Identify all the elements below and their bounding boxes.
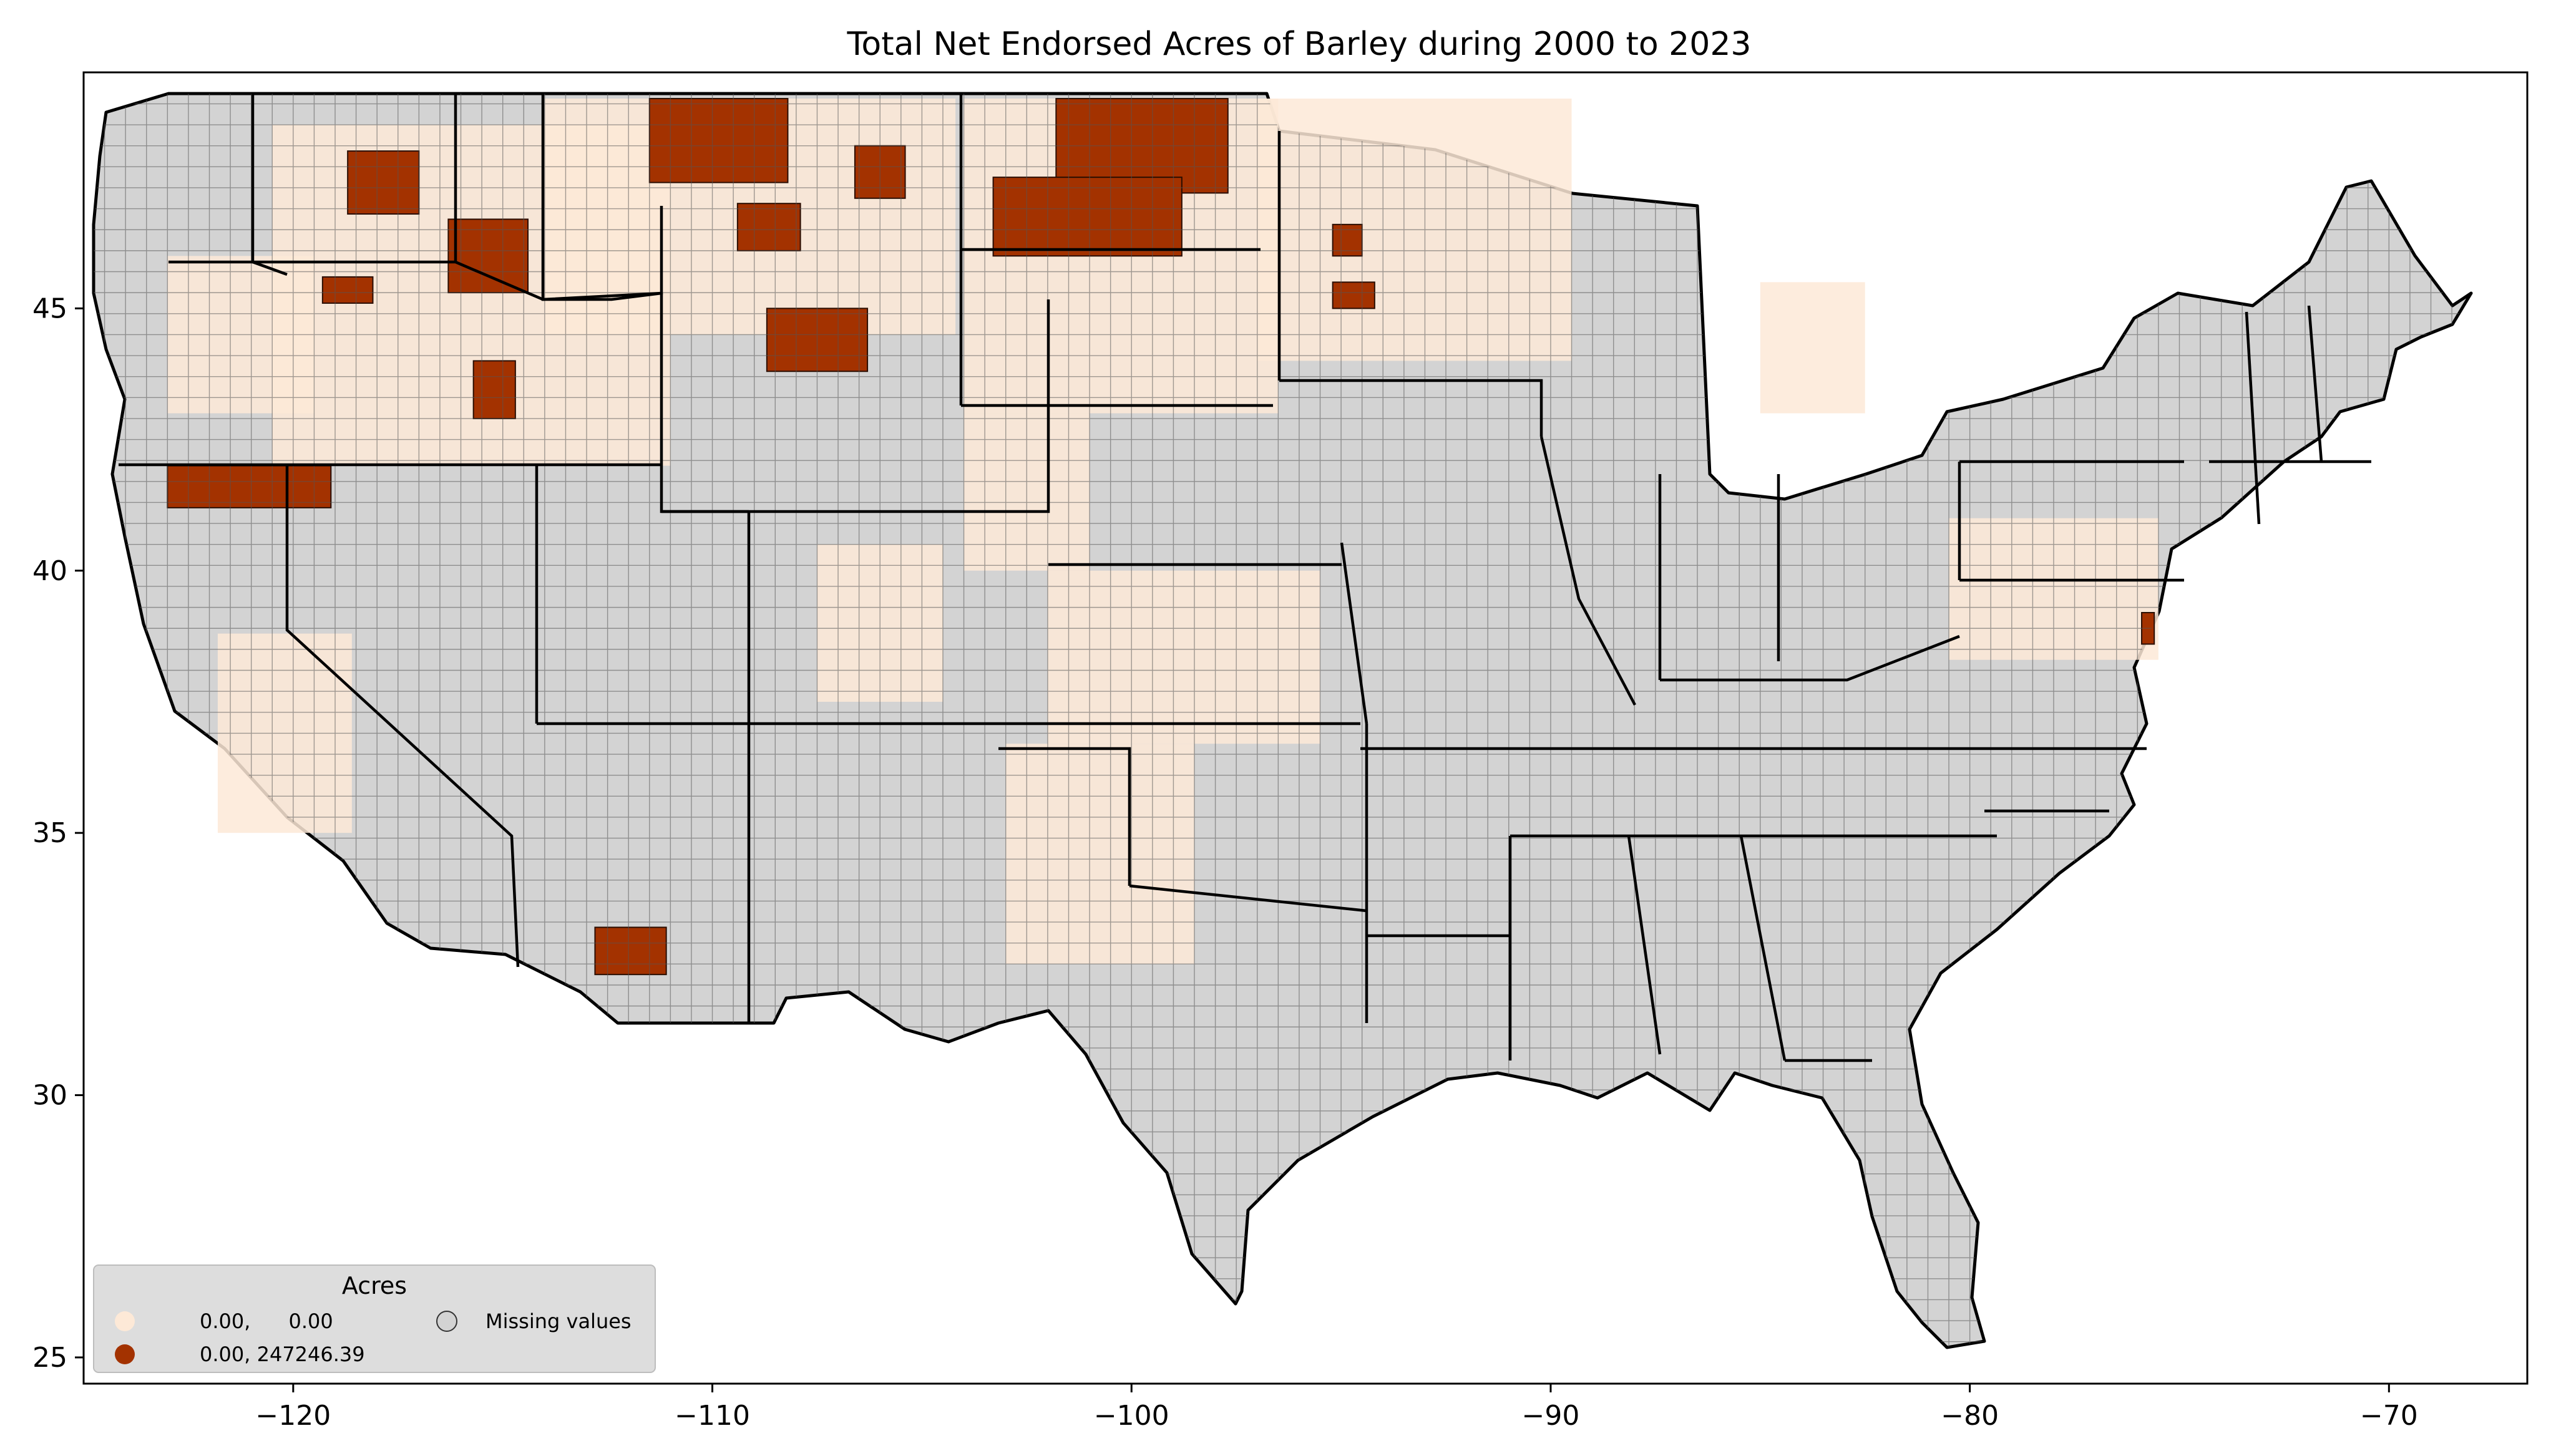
legend-box xyxy=(93,1264,656,1373)
y-axis: 25 30 35 40 45 xyxy=(32,293,84,1374)
x-tick-label: −90 xyxy=(1522,1400,1580,1432)
high-value-region-13 xyxy=(594,926,667,976)
high-value-region-9 xyxy=(472,360,516,419)
y-tick-label: 30 xyxy=(32,1080,67,1112)
high-value-region-0 xyxy=(648,98,789,183)
low-value-region-10 xyxy=(1760,282,1865,414)
high-value-region-3 xyxy=(992,177,1183,257)
y-tick-label: 40 xyxy=(32,555,67,587)
legend-swatch-high xyxy=(115,1344,135,1364)
high-value-region-5 xyxy=(447,218,529,294)
legend-title: Acres xyxy=(342,1272,407,1299)
y-tick-label: 45 xyxy=(32,293,67,324)
x-tick-label: −70 xyxy=(2360,1400,2418,1432)
y-tick-label: 35 xyxy=(32,817,67,849)
high-value-region-8 xyxy=(736,203,801,251)
x-tick-label: −100 xyxy=(1094,1400,1169,1432)
high-value-region-10 xyxy=(167,465,332,508)
low-value-region-5 xyxy=(1047,570,1320,744)
state-borders xyxy=(119,94,2371,1062)
x-tick-label: −110 xyxy=(675,1400,750,1432)
legend: Acres 0.00, 0.00 0.00, 247246.39 Missing… xyxy=(93,1264,656,1373)
legend-label-low: 0.00, 0.00 xyxy=(200,1309,333,1333)
high-value-region-11 xyxy=(1332,223,1363,257)
low-value-region-6 xyxy=(1005,744,1194,964)
chart-title: Total Net Endorsed Acres of Barley durin… xyxy=(846,26,1751,63)
high-value-region-4 xyxy=(347,150,420,215)
x-tick-label: −120 xyxy=(255,1400,331,1432)
legend-label-missing: Missing values xyxy=(485,1309,632,1333)
x-axis: −120 −110 −100 −90 −80 −70 xyxy=(255,1384,2418,1432)
legend-label-high: 0.00, 247246.39 xyxy=(200,1342,365,1366)
y-tick-label: 25 xyxy=(32,1342,67,1374)
high-value-region-12 xyxy=(1332,281,1375,309)
legend-swatch-low xyxy=(115,1311,135,1331)
legend-swatch-missing xyxy=(436,1311,457,1332)
x-tick-label: −80 xyxy=(1941,1400,1999,1432)
map-area xyxy=(92,92,2473,1349)
high-value-region-6 xyxy=(321,276,374,304)
plot-frame xyxy=(82,71,2529,1385)
